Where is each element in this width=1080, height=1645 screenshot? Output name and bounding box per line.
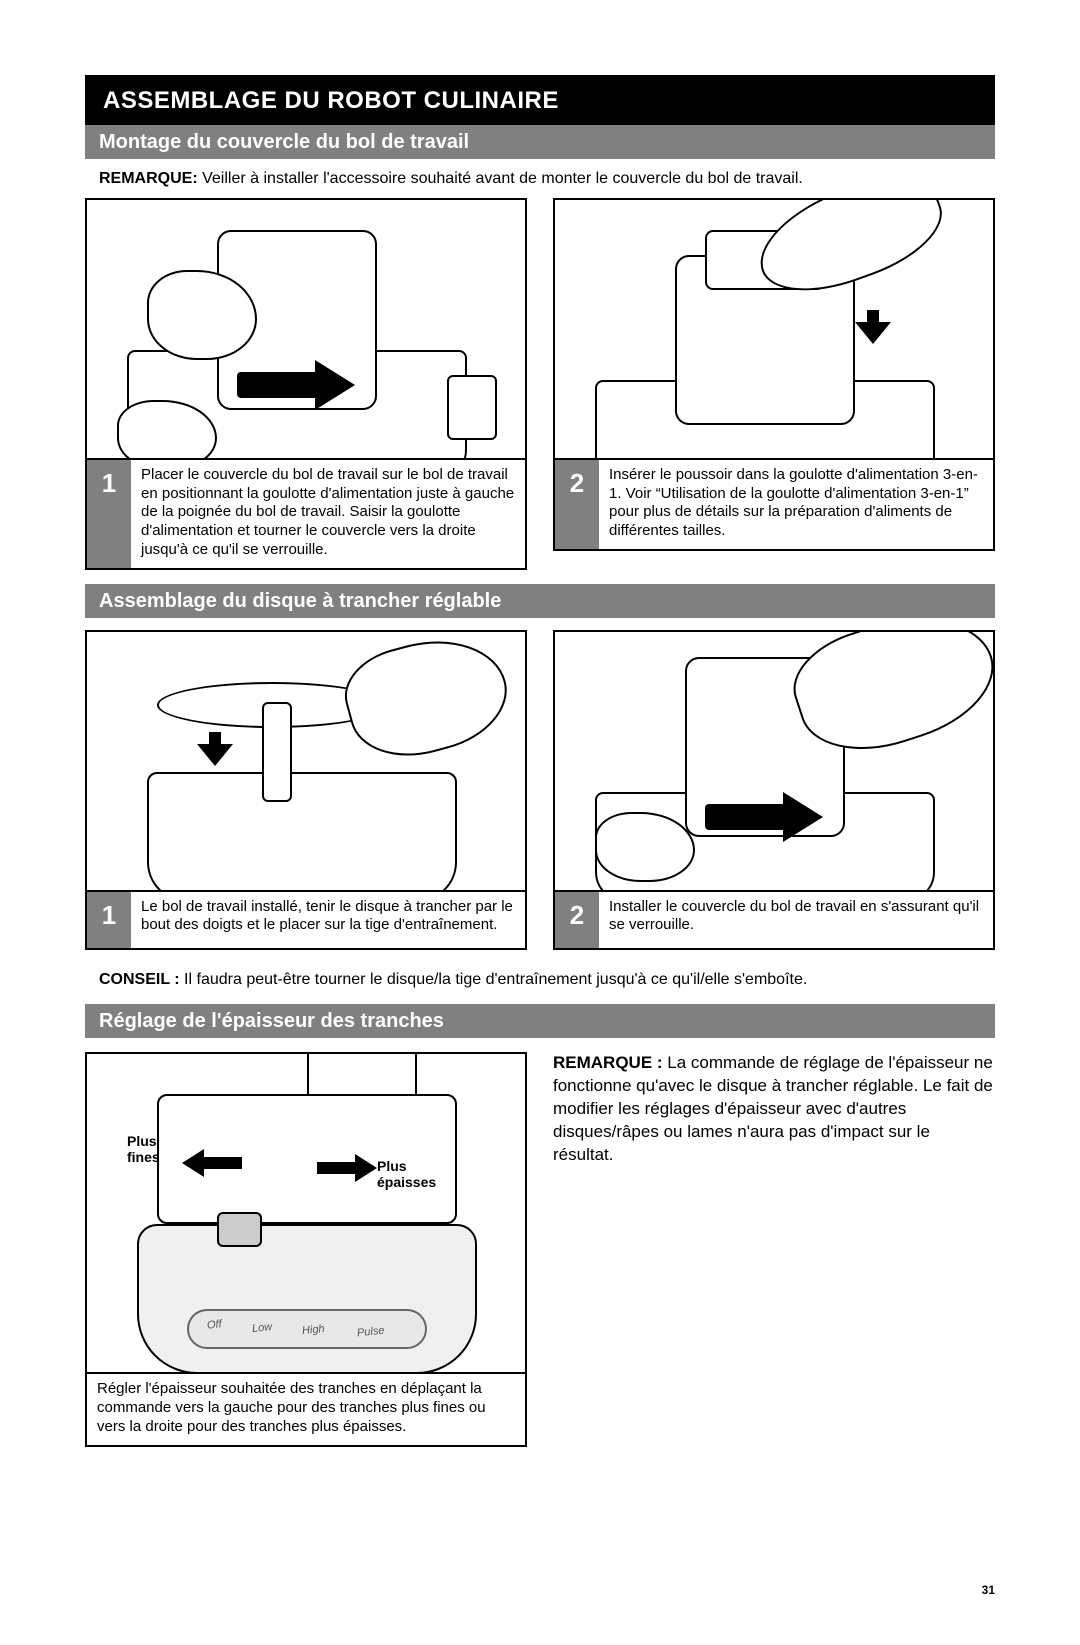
page-number: 31 xyxy=(982,1583,995,1597)
section1-step1-panel: 1 Placer le couvercle du bol de travail … xyxy=(85,198,527,570)
section2-step2-illustration xyxy=(553,630,995,890)
section2-step1-illustration xyxy=(85,630,527,890)
section1-steps: 1 Placer le couvercle du bol de travail … xyxy=(85,198,995,584)
section2-step1-panel: 1 Le bol de travail installé, tenir le d… xyxy=(85,630,527,950)
step-number-2b: 2 xyxy=(555,892,599,948)
section3-row: Off Low High Pulse Plus fines Plus épais… xyxy=(85,1038,995,1446)
section1-step1-caption: 1 Placer le couvercle du bol de travail … xyxy=(85,458,527,570)
section1-step2-caption: 2 Insérer le poussoir dans la goulotte d… xyxy=(553,458,995,551)
section2-heading: Assemblage du disque à trancher réglable xyxy=(85,584,995,618)
section2-step1-caption: 1 Le bol de travail installé, tenir le d… xyxy=(85,890,527,950)
section2-step2-caption: 2 Installer le couvercle du bol de trava… xyxy=(553,890,995,950)
section3-panel: Off Low High Pulse Plus fines Plus épais… xyxy=(85,1052,527,1446)
section1-step2-text: Insérer le poussoir dans la goulotte d'a… xyxy=(599,460,993,549)
remark-label: REMARQUE: xyxy=(99,170,198,187)
step-number-1b: 1 xyxy=(87,892,131,948)
section2-step2-text: Installer le couvercle du bol de travail… xyxy=(599,892,993,948)
section3-illustration: Off Low High Pulse Plus fines Plus épais… xyxy=(85,1052,527,1372)
thin-label: Plus fines xyxy=(127,1134,187,1165)
ctrl-off: Off xyxy=(206,1319,222,1332)
section1-step1-illustration xyxy=(85,198,527,458)
page-title: ASSEMBLAGE DU ROBOT CULINAIRE xyxy=(85,75,995,125)
section2-steps: 1 Le bol de travail installé, tenir le d… xyxy=(85,618,995,964)
thick-label: Plus épaisses xyxy=(377,1159,457,1190)
section1-step1-text: Placer le couvercle du bol de travail su… xyxy=(131,460,525,568)
section1-step2-panel: 2 Insérer le poussoir dans la goulotte d… xyxy=(553,198,995,570)
section3-caption: Régler l'épaisseur souhaitée des tranche… xyxy=(85,1372,527,1446)
section2-step1-text: Le bol de travail installé, tenir le dis… xyxy=(131,892,525,948)
section1-heading: Montage du couvercle du bol de travail xyxy=(85,125,995,159)
section2-step2-panel: 2 Installer le couvercle du bol de trava… xyxy=(553,630,995,950)
remark-text: Veiller à installer l'accessoire souhait… xyxy=(198,170,803,187)
section1-step2-illustration xyxy=(553,198,995,458)
tip-text: Il faudra peut-être tourner le disque/la… xyxy=(180,971,808,988)
step-number-1: 1 xyxy=(87,460,131,568)
section3-heading: Réglage de l'épaisseur des tranches xyxy=(85,1004,995,1038)
section2-tip: CONSEIL : Il faudra peut-être tourner le… xyxy=(85,964,995,1005)
tip-label: CONSEIL : xyxy=(99,971,180,988)
section1-remark: REMARQUE: Veiller à installer l'accessoi… xyxy=(85,159,995,198)
section3-note: REMARQUE : La commande de réglage de l'é… xyxy=(553,1052,995,1446)
step-number-2: 2 xyxy=(555,460,599,549)
note-label: REMARQUE : xyxy=(553,1053,663,1072)
